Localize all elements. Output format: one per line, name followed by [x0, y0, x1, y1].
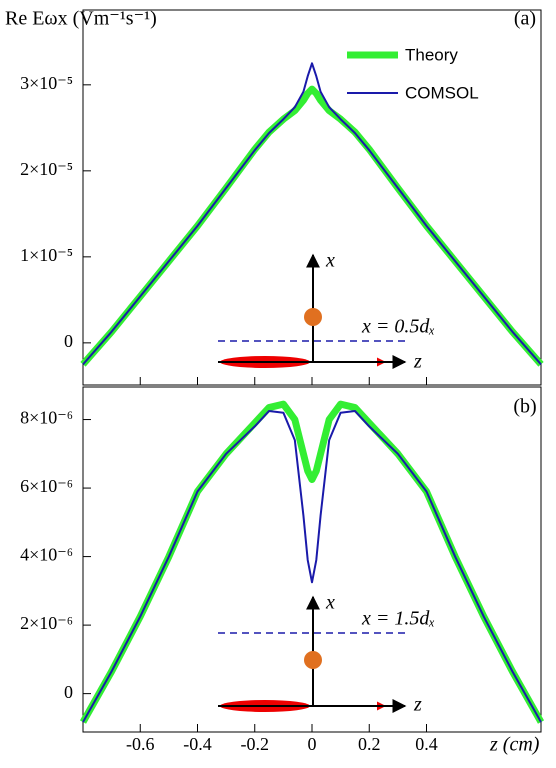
y-tick-label: 1×10⁻⁵	[20, 245, 73, 265]
y-tick-label: 0	[64, 682, 73, 702]
x-tick-label: 0.4	[415, 734, 438, 754]
y-tick-label: 4×10⁻⁶	[20, 545, 73, 565]
x-tick-label: -0.6	[126, 734, 155, 754]
annotation: x	[325, 592, 335, 614]
x-axis-label: z (cm)	[489, 734, 540, 756]
annotation: z	[413, 351, 422, 373]
annotation: (b)	[513, 396, 536, 418]
point	[304, 651, 322, 669]
y-tick-label: 2×10⁻⁵	[20, 159, 73, 179]
y-tick-label: 2×10⁻⁶	[20, 613, 73, 633]
annotation: z	[413, 694, 422, 716]
x-tick-label: 0	[308, 734, 317, 754]
x-tick-label: 0.2	[358, 734, 381, 754]
series-line	[82, 62, 542, 366]
annotation: x = 0.5dₓ	[361, 316, 435, 338]
annotation: x = 1.5dₓ	[361, 608, 435, 630]
y-axis-label: Re Eωx (Vm⁻¹s⁻¹)	[5, 8, 157, 30]
y-tick-label: 0	[64, 331, 73, 351]
x-tick-label: -0.4	[183, 734, 212, 754]
x-tick-label: -0.2	[241, 734, 270, 754]
legend-label: COMSOL	[405, 83, 479, 102]
y-tick-label: 6×10⁻⁶	[20, 476, 73, 496]
point	[304, 308, 322, 326]
annotation: (a)	[514, 8, 536, 30]
series-line	[82, 409, 542, 723]
y-tick-label: 3×10⁻⁵	[20, 73, 73, 93]
annotation: x	[325, 250, 335, 272]
y-tick-label: 8×10⁻⁶	[20, 408, 73, 428]
legend-label: Theory	[405, 45, 458, 64]
insets: x z x = 0.5dₓ x z x = 1.5dₓ	[218, 250, 435, 716]
